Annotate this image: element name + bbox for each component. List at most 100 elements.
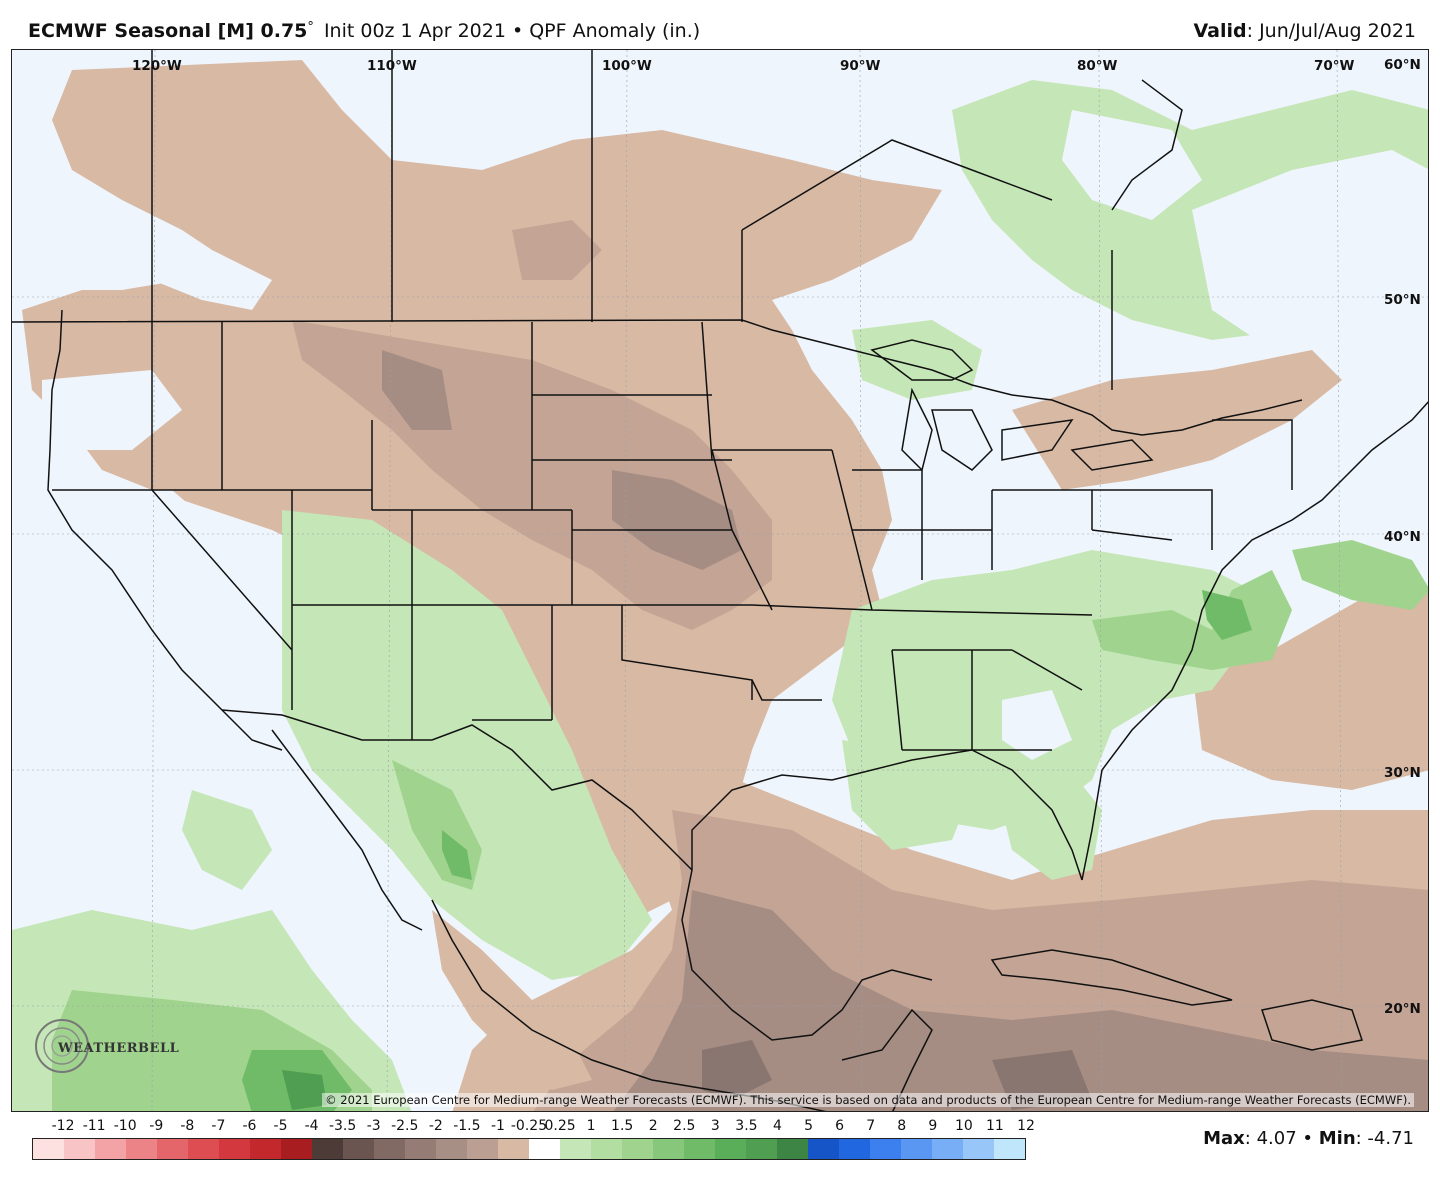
init-text: Init 00z 1 Apr 2021 • QPF Anomaly (in.) xyxy=(323,20,701,42)
colorbar-swatch xyxy=(560,1139,591,1159)
colorbar-tick-label: 10 xyxy=(954,1118,973,1134)
grid-line-lon-100 xyxy=(623,50,628,1111)
latitude-labels: 60°N 50°N 40°N 30°N 20°N xyxy=(1384,57,1421,1017)
longitude-label: 120°W xyxy=(132,58,182,74)
colorbar-labels: -12 -11 -10 -9 -8 -7 -6 -5 -4 -3.5 -3 -2.5 -2 -1.5 -1-… xyxy=(32,1116,1035,1136)
colorbar-swatch xyxy=(405,1139,436,1159)
colorbar-swatch xyxy=(250,1139,281,1159)
colorbar-tick-label: -2 xyxy=(428,1118,443,1134)
colorbar-swatch xyxy=(870,1139,901,1159)
state-lines-east xyxy=(701,321,1293,751)
colorbar-tick-label: 5 xyxy=(804,1118,814,1134)
wet-region-pacific-coast xyxy=(182,790,272,890)
wet-core-sierra-madre xyxy=(442,830,472,880)
wet-region-florida xyxy=(992,760,1102,880)
dry-core-canada-prairies xyxy=(512,220,602,280)
colorbar-tick-label: -4 xyxy=(304,1118,319,1134)
dry-region-northeast xyxy=(1012,350,1342,490)
colorbar-swatch xyxy=(436,1139,467,1159)
min-value: : -4.71 xyxy=(1355,1128,1414,1149)
colorbar-tick-label: 1.5 xyxy=(611,1118,634,1134)
colorbar-swatch xyxy=(994,1139,1025,1159)
colorbar-tick-label: 8 xyxy=(897,1118,907,1134)
state-lines-west xyxy=(52,322,753,740)
wet-darkest-pacific xyxy=(282,1070,327,1110)
longitude-labels: 120°W 110°W 100°W 90°W 80°W 70°W xyxy=(132,58,1355,74)
colorbar-swatch xyxy=(963,1139,994,1159)
colorbar-swatch xyxy=(343,1139,374,1159)
colorbar-swatch xyxy=(157,1139,188,1159)
baja-california xyxy=(271,729,423,931)
colorbar: -12 -11 -10 -9 -8 -7 -6 -5 -4 -3.5 -3 -2.5 -2 -1.5 -1-… xyxy=(32,1116,1035,1164)
swirl-icon xyxy=(35,1019,89,1073)
colorbar-tick-label: -11 xyxy=(82,1118,106,1134)
colorbar-swatch xyxy=(281,1139,312,1159)
colorbar-scale xyxy=(32,1138,1026,1160)
colorbar-swatch xyxy=(746,1139,777,1159)
colorbar-swatch xyxy=(467,1139,498,1159)
colorbar-swatch xyxy=(715,1139,746,1159)
colorbar-tick-label: -1 xyxy=(490,1118,505,1134)
great-lakes xyxy=(870,339,1154,472)
colorbar-swatch xyxy=(622,1139,653,1159)
boundaries xyxy=(12,50,1428,1111)
colorbar-tick-label: 0.25 xyxy=(544,1118,576,1134)
longitude-label: 90°W xyxy=(840,58,881,74)
colorbar-tick-label: -12 xyxy=(51,1118,75,1134)
longitude-label: 110°W xyxy=(367,58,417,74)
latitude-label: 20°N xyxy=(1384,1001,1421,1017)
header: ECMWF Seasonal [M] 0.75° Init 00z 1 Apr … xyxy=(0,0,1440,50)
canada-provinces xyxy=(151,50,1183,390)
map-canvas: 120°W 110°W 100°W 90°W 80°W 70°W 60°N 50… xyxy=(12,50,1428,1111)
us-mexico-border xyxy=(221,709,693,871)
max-value: : 4.07 xyxy=(1244,1128,1297,1149)
colorbar-tick-label: -7 xyxy=(211,1118,226,1134)
colorbar-swatch xyxy=(64,1139,95,1159)
neutral-great-basin xyxy=(42,490,312,710)
cuba-coast xyxy=(990,949,1233,1006)
logo-text: WEATHERBELL xyxy=(58,1041,180,1056)
longitude-label: 80°W xyxy=(1077,58,1118,74)
west-coast xyxy=(47,309,283,751)
colorbar-swatch xyxy=(529,1139,560,1159)
latitude-label: 60°N xyxy=(1384,57,1421,73)
degree-symbol: ° xyxy=(307,20,314,35)
colorbar-swatch xyxy=(684,1139,715,1159)
longitude-label: 70°W xyxy=(1314,58,1355,74)
grid-line-lon-120 xyxy=(151,50,156,1111)
colorbar-tick-label: 3.5 xyxy=(735,1118,758,1134)
wet-core-carolinas xyxy=(1202,590,1252,640)
longitude-label: 100°W xyxy=(602,58,652,74)
colorbar-swatch xyxy=(777,1139,808,1159)
stats-separator: • xyxy=(1296,1128,1319,1149)
colorbar-tick-label: 11 xyxy=(986,1118,1004,1134)
neutral-canada-west xyxy=(22,230,182,290)
colorbar-tick-label: -1.5 xyxy=(453,1118,481,1134)
valid-value: : Jun/Jul/Aug 2021 xyxy=(1246,20,1416,42)
colorbar-tick-label: -8 xyxy=(180,1118,195,1134)
colorbar-tick-label: -3 xyxy=(366,1118,381,1134)
latitude-label: 50°N xyxy=(1384,292,1421,308)
grid-line-lon-110 xyxy=(386,50,393,1111)
colorbar-tick-label: 4 xyxy=(773,1118,782,1134)
weatherbell-logo: WEATHERBELL xyxy=(32,1011,179,1081)
neutral-pacific-northwest xyxy=(42,370,182,450)
latitude-label: 30°N xyxy=(1384,765,1421,781)
colorbar-tick-label: 9 xyxy=(928,1118,938,1134)
colorbar-swatch xyxy=(839,1139,870,1159)
colorbar-tick-label: -6 xyxy=(242,1118,257,1134)
dry-region-atlantic xyxy=(1192,570,1428,790)
central-america xyxy=(841,1008,933,1111)
map-panel[interactable]: 120°W 110°W 100°W 90°W 80°W 70°W 60°N 50… xyxy=(11,49,1429,1112)
colorbar-tick-label: 12 xyxy=(1017,1118,1035,1134)
min-label: Min xyxy=(1318,1128,1356,1149)
colorbar-tick-label: 2 xyxy=(648,1118,658,1134)
neutral-georgia-patch xyxy=(1002,690,1072,760)
model-name: ECMWF Seasonal [M] 0.75 xyxy=(28,20,308,42)
wet-anomaly-layer xyxy=(12,80,1428,1111)
wet-region-atlantic xyxy=(1292,540,1428,610)
colorbar-swatch xyxy=(219,1139,250,1159)
valid-period: Valid: Jun/Jul/Aug 2021 xyxy=(1194,20,1416,42)
wet-region-gulf-coast xyxy=(842,740,972,850)
colorbar-tick-label: -10 xyxy=(113,1118,137,1134)
